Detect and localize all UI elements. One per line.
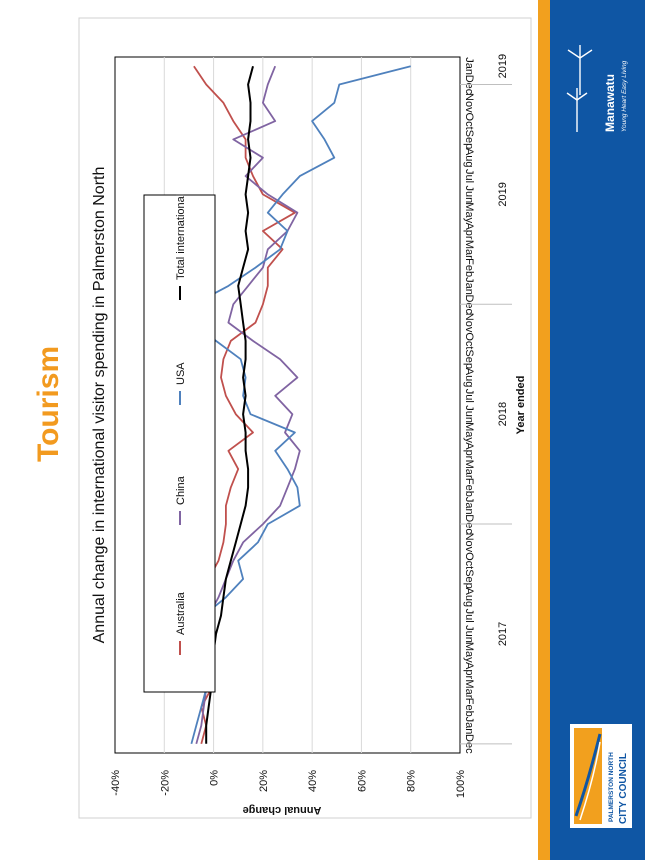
orange-accent-band: [538, 0, 550, 860]
council-line2: CITY COUNCIL: [618, 753, 629, 824]
x-tick-label: Oct: [463, 332, 475, 349]
x-tick-label: Sep: [463, 349, 475, 369]
x-tick-label: Jan: [463, 57, 475, 75]
slide-heading-wrap: Tourism: [32, 346, 66, 462]
city-council-logo-icon: PALMERSTON NORTH CITY COUNCIL: [570, 724, 632, 828]
x-tick-label: Jun: [463, 625, 475, 643]
x-tick-label: Mar: [463, 240, 475, 259]
legend: Australia China USA Total international: [175, 194, 187, 655]
value-tick-labels: -40% -20% 0% 20% 40% 60% 80% 100%: [110, 770, 467, 798]
x-tick-label: Jul: [463, 389, 475, 403]
x-tick-label: Aug: [463, 148, 475, 168]
x-tick-label: Jul: [463, 169, 475, 183]
x-tick-label: May: [463, 422, 475, 443]
legend-label: Total international: [175, 194, 187, 280]
y-axis-label: Annual change: [243, 804, 322, 816]
x-tick-label: Nov: [463, 93, 475, 113]
x-tick-label: Jan: [463, 277, 475, 295]
brand-panel: Manawatu Young Heart Easy Living PALMERS…: [550, 0, 645, 860]
y-tick-label: -20%: [159, 770, 171, 796]
x-tick-label: Sep: [463, 130, 475, 150]
year-label: 2017: [497, 622, 509, 646]
x-tick-label: May: [463, 642, 475, 663]
year-label: 2018: [497, 402, 509, 426]
x-tick-label: Jan: [463, 717, 475, 735]
x-tick-label: Apr: [463, 662, 475, 679]
x-tick-label: Jul: [463, 609, 475, 623]
x-tick-label: Jun: [463, 405, 475, 423]
y-tick-label: 0%: [209, 770, 221, 786]
y-tick-label: 100%: [455, 770, 467, 798]
y-tick-label: 40%: [307, 770, 319, 792]
year-label: 2019: [497, 54, 509, 78]
x-tick-label: Jun: [463, 185, 475, 203]
legend-label: USA: [175, 362, 187, 385]
y-tick-label: 20%: [258, 770, 270, 792]
x-tick-label: Oct: [463, 552, 475, 569]
legend-box: [143, 194, 216, 693]
slide-heading: Tourism: [32, 345, 65, 462]
x-axis-label: Year ended: [515, 376, 527, 435]
x-tick-label: Sep: [463, 569, 475, 589]
manawatu-logo-icon: Manawatu Young Heart Easy Living: [566, 45, 628, 132]
x-tick-label: Aug: [463, 368, 475, 388]
x-tick-label: Mar: [463, 460, 475, 479]
x-tick-label: Feb: [463, 478, 475, 497]
x-tick-label: Nov: [463, 533, 475, 553]
chart-frame: [78, 17, 532, 819]
y-tick-label: 80%: [406, 770, 418, 792]
year-label: 2019: [497, 182, 509, 206]
legend-label: China: [175, 475, 187, 505]
x-tick-label: Feb: [463, 698, 475, 717]
council-line1: PALMERSTON NORTH: [608, 752, 615, 822]
x-tick-label: Feb: [463, 258, 475, 277]
month-tick-labels: DecJanFebMarAprMayJunJulAugSepOctNovDecJ…: [460, 54, 512, 754]
x-tick-label: Aug: [463, 588, 475, 608]
x-tick-label: Oct: [463, 113, 475, 130]
x-tick-label: Nov: [463, 313, 475, 333]
brand-name: Manawatu: [603, 74, 617, 132]
brand-tagline: Young Heart Easy Living: [621, 60, 628, 132]
legend-label: Australia: [175, 591, 187, 635]
series-line-total-international: [205, 65, 254, 744]
x-tick-label: Jan: [463, 497, 475, 515]
chart-title: Annual change in international visitor s…: [91, 167, 108, 644]
x-tick-label: Apr: [463, 442, 475, 459]
y-tick-label: -40%: [110, 770, 122, 796]
y-tick-label: 60%: [356, 770, 368, 792]
x-tick-label: Mar: [463, 679, 475, 698]
x-tick-label: May: [463, 202, 475, 223]
x-tick-label: Apr: [463, 222, 475, 239]
